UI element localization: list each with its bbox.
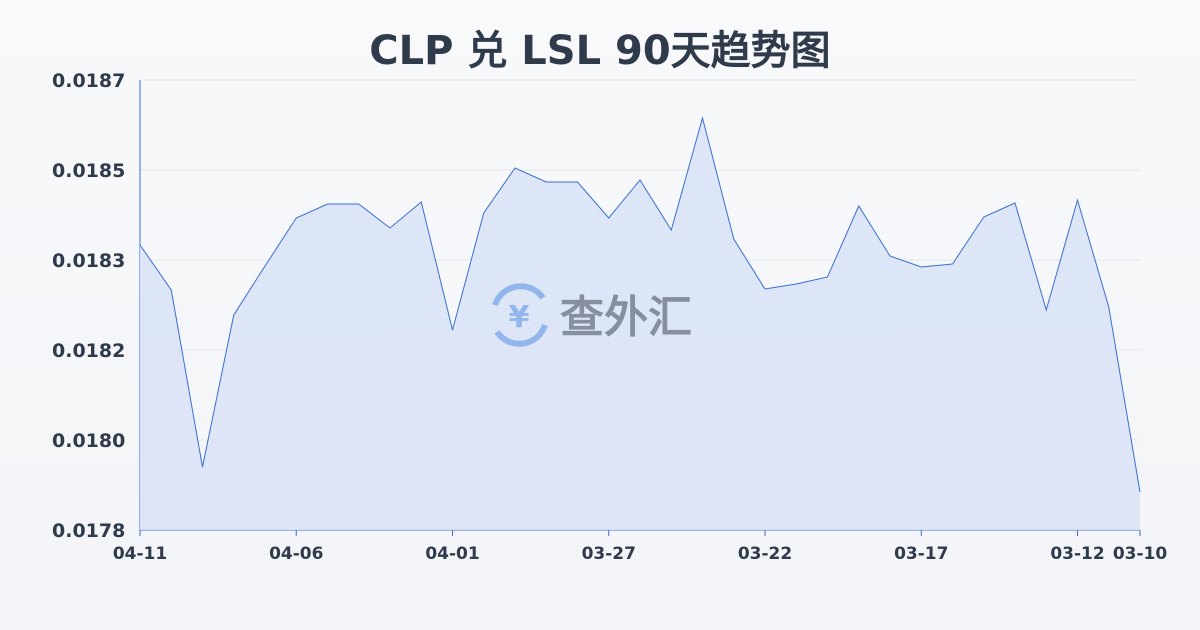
y-tick-label: 0.0185 xyxy=(52,160,125,182)
chart-title: CLP 兑 LSL 90天趋势图 xyxy=(369,28,831,74)
x-tick-label: 03-12 xyxy=(1050,544,1104,564)
watermark-text: 查外汇 xyxy=(560,292,692,343)
watermark: ¥ 查外汇 xyxy=(492,283,692,347)
x-tick-label: 03-27 xyxy=(582,544,636,564)
svg-text:¥: ¥ xyxy=(509,300,530,335)
x-tick-label: 03-22 xyxy=(738,544,792,564)
y-tick-label: 0.0183 xyxy=(52,250,125,272)
x-tick-label: 03-17 xyxy=(894,544,948,564)
y-tick-label: 0.0178 xyxy=(52,520,125,542)
x-tick-label: 04-06 xyxy=(269,544,323,564)
series-line xyxy=(139,116,1141,493)
y-tick-label: 0.0182 xyxy=(52,340,125,362)
yen-exchange-icon: ¥ xyxy=(492,283,548,347)
x-tick-label: 04-01 xyxy=(425,544,479,564)
x-tick-label: 03-10 xyxy=(1113,544,1168,564)
area-fill xyxy=(140,118,1140,530)
y-tick-label: 0.0180 xyxy=(52,430,125,452)
x-tick-label: 04-11 xyxy=(113,544,167,564)
y-tick-label: 0.0187 xyxy=(52,70,125,92)
